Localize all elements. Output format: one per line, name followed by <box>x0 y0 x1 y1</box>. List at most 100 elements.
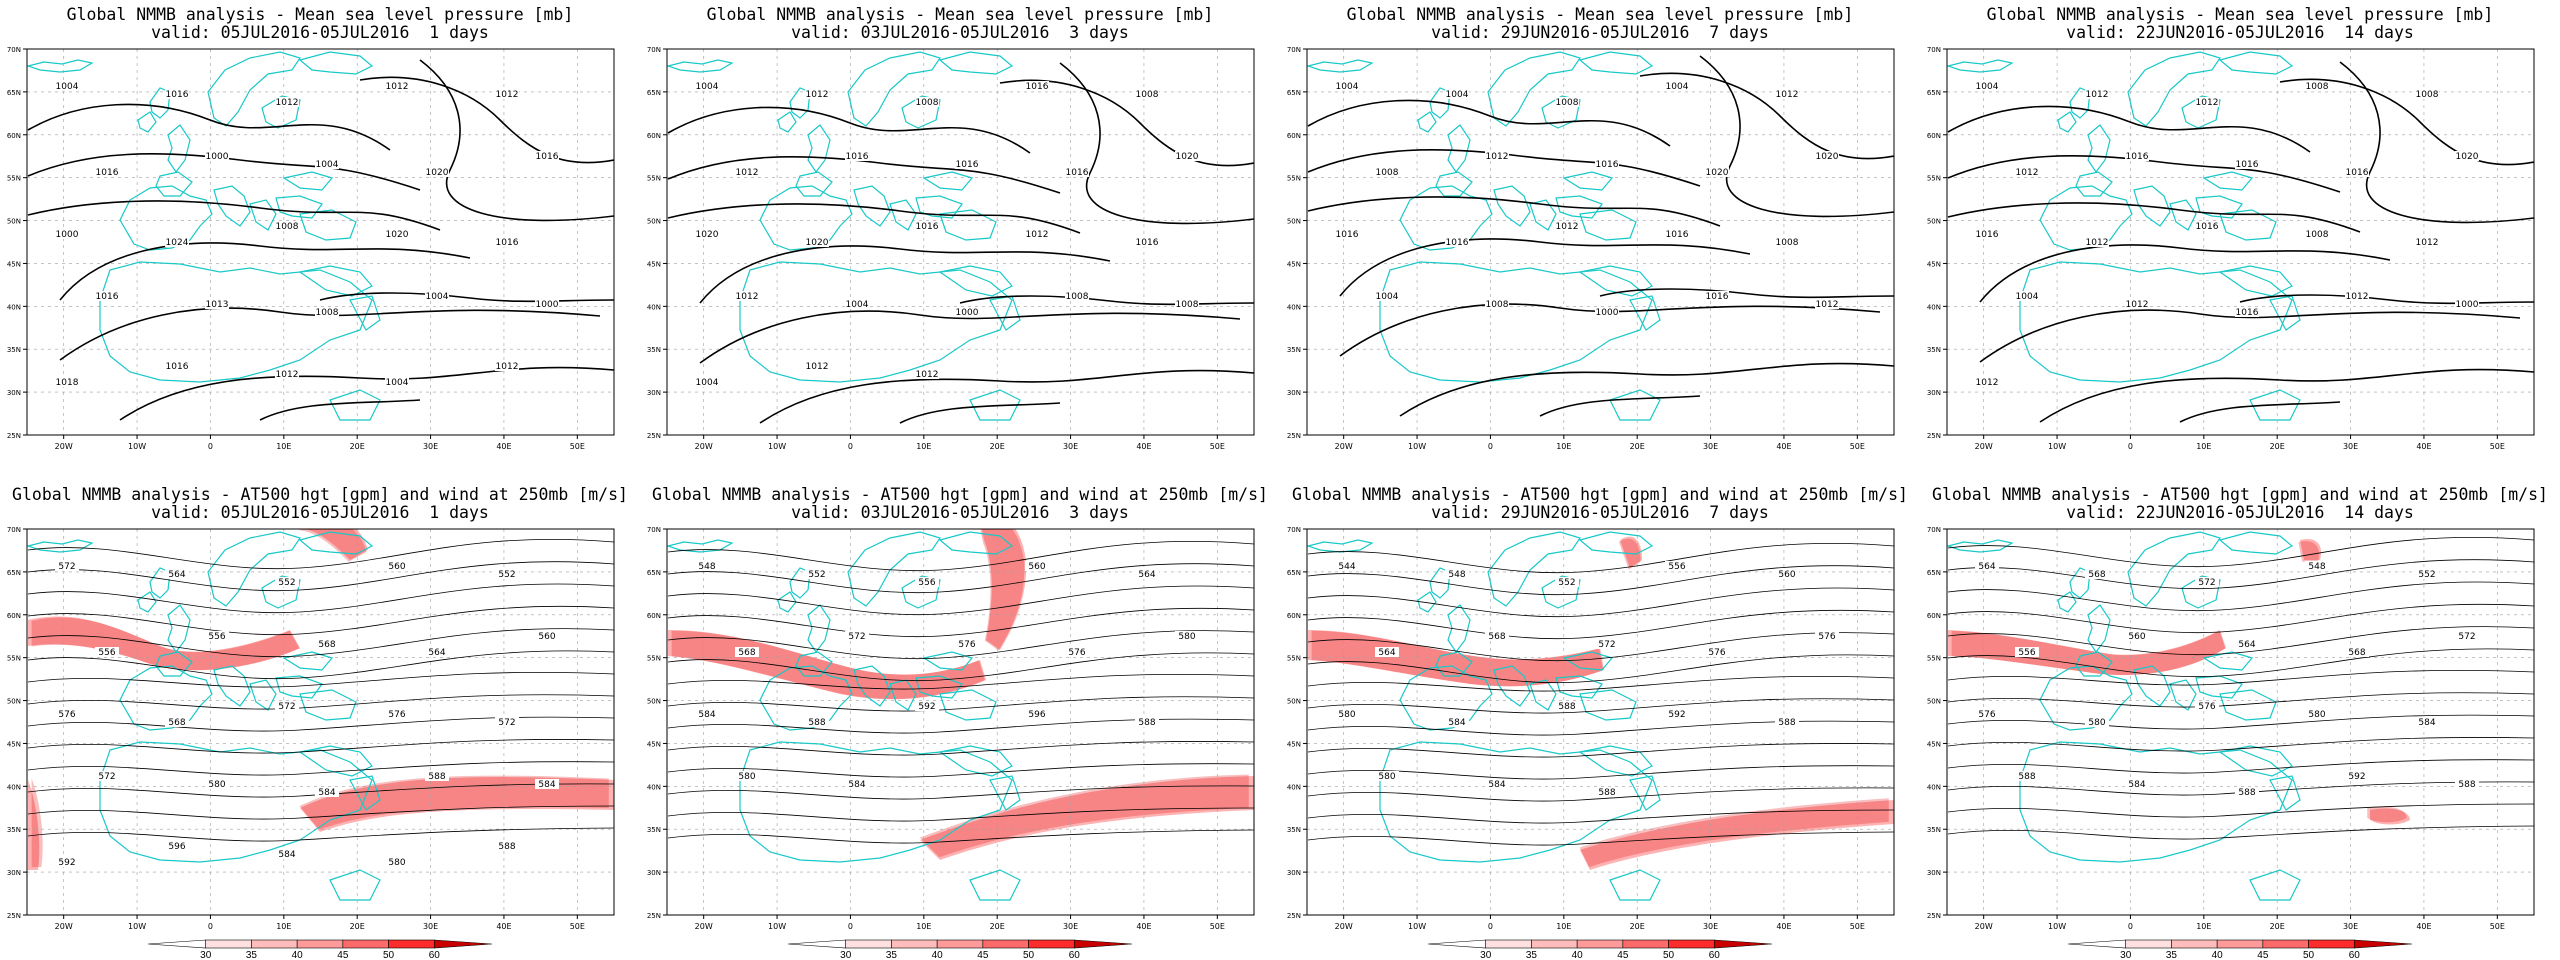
lon-tick-label: 30E <box>423 442 438 451</box>
coastline <box>2019 741 2293 863</box>
lat-tick-label: 70N <box>1287 46 1301 54</box>
contour-line <box>1947 825 2534 840</box>
lon-tick-label: 20W <box>1975 442 1993 451</box>
contour-label: 1012 <box>496 90 519 100</box>
lon-tick-label: 0 <box>848 442 853 451</box>
colorbar-swatch <box>845 939 892 949</box>
colorbar-swatch <box>2262 939 2309 949</box>
contour-label-bg <box>385 377 409 387</box>
lon-tick-label: 20E <box>2270 922 2285 931</box>
colorbar-swatch <box>2216 939 2264 949</box>
coastline <box>2181 95 2221 129</box>
coastline <box>298 265 373 297</box>
contour-label-bg <box>1135 89 1159 99</box>
contour-label-bg <box>2085 717 2109 727</box>
colorbar-label: 30 <box>840 950 852 959</box>
lon-tick-label: 50E <box>570 922 585 931</box>
contour-label-bg <box>1665 229 1689 239</box>
contour-label: 1024 <box>166 238 189 248</box>
contour-label-bg <box>1775 569 1799 579</box>
lat-tick-label: 25N <box>1927 432 1941 440</box>
colorbar-swatch <box>2067 939 2127 949</box>
contour-label-bg <box>95 771 119 781</box>
contour-line <box>259 399 421 421</box>
contour-line <box>959 295 1254 306</box>
contour-label-bg <box>275 577 299 587</box>
lat-tick-label: 65N <box>647 569 661 577</box>
contour-label: 564 <box>1378 648 1395 658</box>
colorbar-swatch <box>1485 939 1532 949</box>
contour-labels: 564 568 572 548 552 556 560 564 568 572 576 580 576 5… <box>1975 561 2479 798</box>
coastline <box>795 651 833 677</box>
contour-line <box>1307 787 1894 802</box>
contour-line <box>1307 720 1894 736</box>
coastline <box>1435 651 1473 677</box>
coastline <box>1629 295 1661 331</box>
contour-label-bg <box>2305 229 2329 239</box>
coastline <box>149 87 171 119</box>
contour-line <box>1307 675 1894 692</box>
coastline <box>759 185 853 251</box>
contour-label: 584 <box>538 780 555 790</box>
coastlines <box>1307 51 1661 421</box>
contour-label: 1004 <box>1376 292 1399 302</box>
contour-label: 592 <box>58 858 75 868</box>
map-panel-p2: Global NMMB analysis - Mean sea level pr… <box>640 0 1280 480</box>
lon-tick-label: 20E <box>990 922 1005 931</box>
jet-core <box>31 778 43 868</box>
colorbar-label: 50 <box>2303 950 2315 959</box>
contour-label: 544 <box>1338 562 1355 572</box>
contour-line <box>59 307 601 361</box>
contour-label: 1016 <box>956 160 979 170</box>
panel-subtitle: valid: 03JUL2016-05JUL2016 3 days <box>791 503 1129 522</box>
contour-label: 584 <box>698 710 715 720</box>
lat-tick-label: 65N <box>7 89 21 97</box>
contour-line <box>27 153 421 191</box>
lat-tick-label: 35N <box>7 346 21 354</box>
contour-label-bg <box>695 561 719 571</box>
lon-tick-label: 20E <box>2270 442 2285 451</box>
lon-tick-label: 50E <box>1850 442 1865 451</box>
coastline <box>298 531 374 555</box>
coastline <box>275 675 323 699</box>
coastline <box>1579 209 1637 241</box>
contour-label: 1016 <box>496 238 519 248</box>
lat-tick-label: 50N <box>7 218 21 226</box>
contour-label-bg <box>845 631 869 641</box>
contour-label: 1016 <box>1596 160 1619 170</box>
contour-label: 556 <box>208 632 225 642</box>
contour-label: 1004 <box>96 440 119 450</box>
lon-tick-label: 10E <box>916 922 931 931</box>
lon-tick-label: 10W <box>128 442 146 451</box>
contour-line <box>1307 809 1894 824</box>
lon-tick-label: 10E <box>2196 922 2211 931</box>
colorbar-label: 30 <box>2120 950 2132 959</box>
contour-label-bg <box>2345 291 2369 301</box>
lat-tick-label: 30N <box>647 869 661 877</box>
wind-colorbar: 30 35 40 45 50 60 <box>2067 939 2413 959</box>
coastline <box>807 604 831 654</box>
coastline <box>739 741 1013 863</box>
contour-label-bg <box>1375 291 1399 301</box>
colorbar-swatch <box>936 939 984 949</box>
contour-label-bg <box>1065 291 1089 301</box>
lat-tick-label: 40N <box>647 303 661 311</box>
contour-label-bg <box>495 569 519 579</box>
contour-line <box>27 739 614 754</box>
contour-label: 1016 <box>1706 292 1729 302</box>
lat-tick-label: 70N <box>1927 526 1941 534</box>
contour-line <box>1399 362 1894 417</box>
jet-streak <box>28 780 40 870</box>
lon-tick-label: 20W <box>1335 442 1353 451</box>
lon-tick-label: 30E <box>1063 442 1078 451</box>
coastline <box>667 59 734 73</box>
contour-line <box>1307 654 1894 684</box>
contour-label-bg <box>165 89 189 99</box>
coastline <box>939 689 997 721</box>
contour-label: 1016 <box>166 90 189 100</box>
coastline <box>1529 199 1557 231</box>
panel-title: Global NMMB analysis - AT500 hgt [gpm] a… <box>1292 485 1908 504</box>
contour-label: 572 <box>1598 640 1615 650</box>
lon-tick-label: 10W <box>2048 922 2066 931</box>
coastline <box>1578 51 1654 75</box>
